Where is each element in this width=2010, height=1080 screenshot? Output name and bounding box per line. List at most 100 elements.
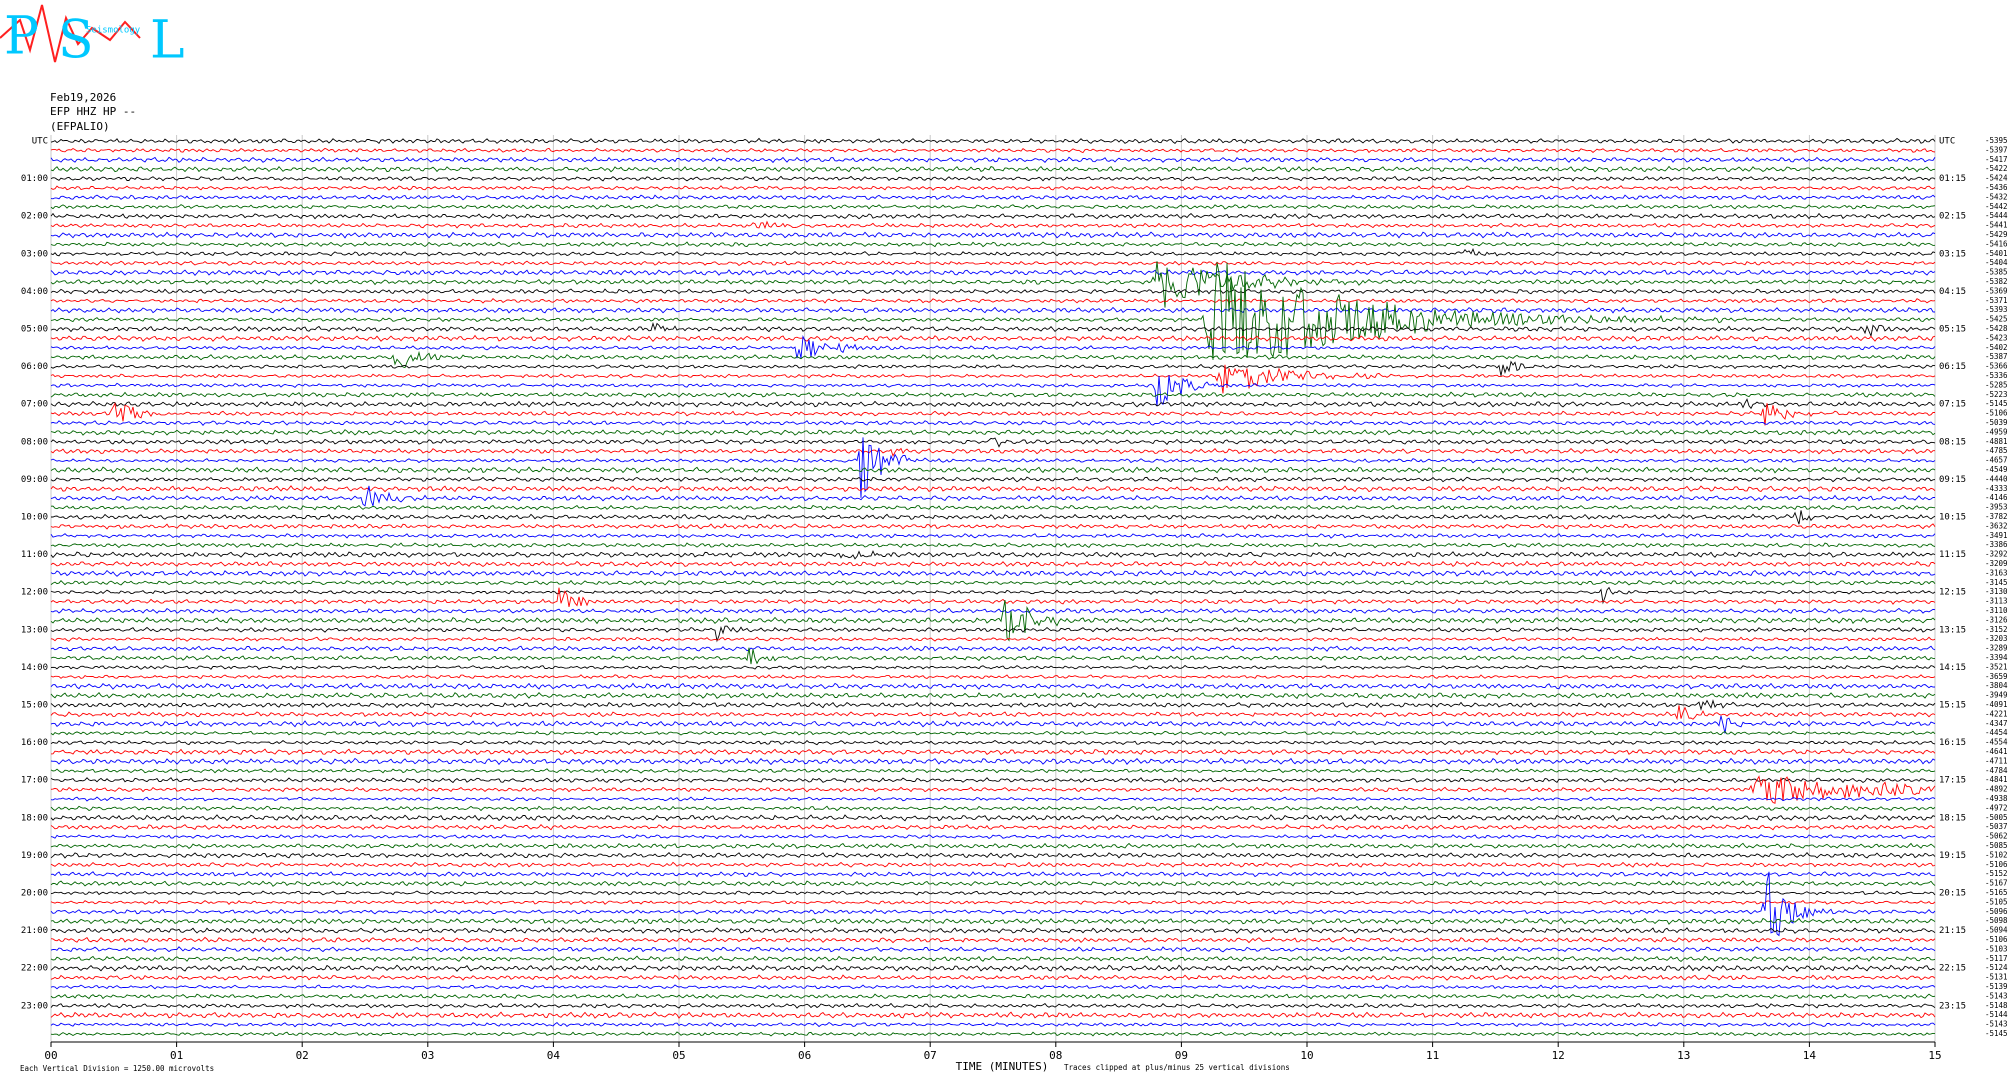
trace (50, 532, 1936, 539)
trace (50, 1021, 1936, 1028)
trace (50, 137, 1936, 145)
trace-offset: -5124 (1985, 963, 2008, 972)
trace-offset: -3949 (1985, 691, 2008, 700)
trace-offset: -5395 (1985, 136, 2008, 145)
trace-offset: -5039 (1985, 418, 2008, 427)
trace (50, 165, 1936, 173)
hour-label-left: 18:00 (21, 813, 48, 823)
trace (50, 1002, 1936, 1009)
hour-label-right: 14:15 (1939, 663, 1966, 673)
trace (50, 262, 1936, 360)
hour-label-left: 03:00 (21, 249, 48, 259)
hour-label-right: 02:15 (1939, 212, 1966, 222)
trace (50, 813, 1936, 822)
trace (50, 175, 1936, 182)
trace (50, 550, 1936, 560)
trace-offset: -4785 (1985, 446, 2008, 455)
trace-offset: -5145 (1985, 399, 2008, 408)
trace (50, 852, 1936, 859)
trace-offset: -5131 (1985, 973, 2008, 982)
trace (50, 636, 1936, 642)
trace (50, 625, 1936, 643)
trace-offset: -5393 (1985, 305, 2008, 314)
trace-offset: -4454 (1985, 728, 2008, 737)
trace-offset: -5442 (1985, 202, 2008, 211)
trace (50, 739, 1936, 746)
trace-offset: -4711 (1985, 756, 2008, 765)
trace (50, 542, 1936, 549)
logo-squiggle (0, 4, 141, 63)
hour-label-right: 15:15 (1939, 701, 1966, 711)
x-tick-label: 01 (170, 1049, 183, 1062)
hour-label-left: 21:00 (21, 926, 48, 936)
trace (50, 212, 1936, 220)
hour-label-left: 22:00 (21, 964, 48, 974)
trace (50, 833, 1936, 840)
trace (50, 334, 1936, 359)
trace-offset: -5152 (1985, 869, 2008, 878)
trace (50, 927, 1936, 934)
logo-letter: L (150, 11, 185, 71)
hour-label-left: 16:00 (21, 738, 48, 748)
trace-offset: -5165 (1985, 888, 2008, 897)
trace (51, 510, 1936, 525)
x-tick-label: 04 (547, 1049, 561, 1062)
trace (50, 447, 1935, 458)
trace (50, 664, 1936, 670)
trace-offset: -3289 (1985, 644, 2008, 653)
trace (50, 579, 1936, 586)
hour-label-left: 19:00 (21, 851, 48, 861)
trace (50, 936, 1936, 944)
trace (50, 917, 1936, 925)
trace (50, 241, 1936, 248)
trace-offset: -4657 (1985, 456, 2008, 465)
trace-offset: -5366 (1985, 362, 2008, 371)
x-tick-label: 09 (1175, 1049, 1188, 1062)
trace (50, 364, 1936, 394)
hour-label-right: 10:15 (1939, 513, 1966, 523)
trace (50, 466, 1936, 474)
x-tick-label: 15 (1928, 1049, 1941, 1062)
trace-offset: -5404 (1985, 258, 2008, 267)
trace (50, 775, 1936, 804)
hour-label-left: 17:00 (21, 776, 48, 786)
trace-offset: -5062 (1985, 832, 2008, 841)
hour-label-left: UTC (32, 137, 48, 147)
trace-offset: -5385 (1985, 268, 2008, 277)
trace-offset: -4881 (1985, 437, 2008, 446)
hour-label-left: 20:00 (21, 889, 48, 899)
trace (50, 204, 1936, 210)
hour-label-right: 19:15 (1939, 851, 1966, 861)
trace-offset: -3110 (1985, 606, 2008, 615)
trace-offset: -5371 (1985, 296, 2008, 305)
trace-offset: -4347 (1985, 719, 2008, 728)
trace-offset: -3126 (1985, 615, 2008, 624)
trace-offset: -5428 (1985, 324, 2008, 333)
trace-offset: -5105 (1985, 897, 2008, 906)
hour-label-right: 08:15 (1939, 437, 1966, 447)
x-tick-label: 11 (1426, 1049, 1439, 1062)
trace (50, 231, 1936, 239)
trace (50, 350, 1936, 369)
trace-offset: -5402 (1985, 343, 2008, 352)
trace (50, 260, 1936, 266)
trace (50, 261, 1936, 308)
trace-offset: -5285 (1985, 380, 2008, 389)
trace-offset: -5096 (1985, 907, 2008, 916)
trace-offset: -5106 (1985, 409, 2008, 418)
trace (50, 692, 1936, 700)
hour-label-right: UTC (1939, 137, 1955, 147)
trace-offset: -5144 (1985, 1010, 2008, 1019)
trace-offset: -4333 (1985, 484, 2008, 493)
trace (50, 402, 1936, 426)
trace-offset: -3782 (1985, 512, 2008, 521)
trace (50, 805, 1936, 812)
trace (50, 682, 1936, 690)
trace-offset: -5401 (1985, 249, 2008, 258)
hour-label-right: 07:15 (1939, 400, 1966, 410)
trace-offset: -3521 (1985, 662, 2008, 671)
trace (50, 560, 1936, 568)
scale-note: Each Vertical Division = 1250.00 microvo… (20, 1064, 214, 1073)
x-tick-label: 14 (1803, 1049, 1817, 1062)
trace-offset: -3113 (1985, 597, 2008, 606)
